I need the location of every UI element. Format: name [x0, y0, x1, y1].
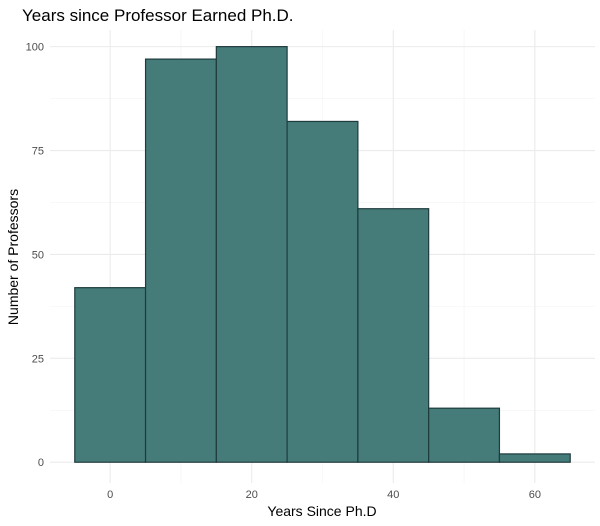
histogram-bar [428, 407, 501, 463]
y-tick-label: 0 [38, 457, 44, 469]
y-axis-title: Number of Professors [5, 189, 21, 325]
x-tick-label: 60 [529, 489, 541, 501]
y-tick-label: 50 [32, 249, 44, 261]
x-tick-label: 0 [107, 489, 113, 501]
x-tick-label: 20 [246, 489, 258, 501]
histogram-bar [74, 287, 147, 463]
bars [74, 46, 571, 463]
x-tick-label: 40 [387, 489, 399, 501]
histogram-bar [498, 453, 571, 463]
x-tick-labels: 0 20 40 60 [107, 489, 541, 501]
histogram-bar [144, 58, 217, 463]
x-axis-title: Years Since Ph.D [267, 503, 376, 519]
chart-title: Years since Professor Earned Ph.D. [22, 6, 294, 25]
y-tick-label: 100 [26, 42, 44, 54]
y-tick-label: 25 [32, 353, 44, 365]
y-tick-labels: 0 25 50 75 100 [26, 42, 44, 470]
histogram-bar [215, 46, 288, 463]
histogram-bar [357, 208, 430, 463]
y-tick-label: 75 [32, 146, 44, 158]
histogram-bar [286, 120, 359, 463]
